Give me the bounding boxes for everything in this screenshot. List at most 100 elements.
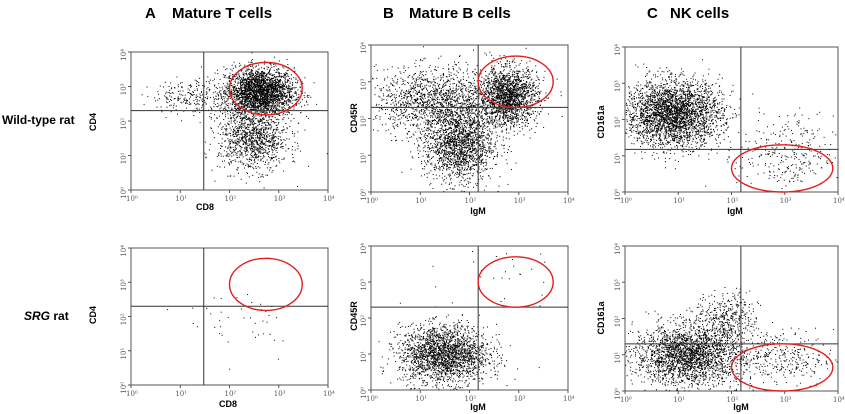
- scatter-point: [205, 153, 207, 155]
- scatter-point: [286, 86, 288, 88]
- scatter-point: [287, 79, 289, 81]
- scatter-point: [273, 106, 275, 108]
- scatter-point: [252, 151, 253, 153]
- scatter-point: [241, 152, 242, 154]
- scatter-point: [245, 138, 247, 140]
- scatter-point: [530, 94, 532, 95]
- scatter-point: [258, 112, 260, 114]
- scatter-point: [294, 99, 296, 101]
- scatter-point: [237, 156, 239, 158]
- scatter-point: [508, 99, 510, 100]
- scatter-point: [252, 109, 254, 110]
- scatter-point: [483, 98, 485, 100]
- scatter-point: [508, 93, 510, 95]
- scatter-point: [501, 100, 503, 102]
- scatter-point: [284, 111, 286, 113]
- scatter-point: [268, 123, 270, 125]
- scatter-point: [537, 93, 539, 95]
- scatter-point: [249, 81, 251, 83]
- scatter-point: [244, 102, 245, 104]
- scatter-point: [213, 106, 215, 108]
- scatter-point: [268, 128, 270, 130]
- scatter-point: [244, 116, 246, 118]
- scatter-point: [274, 92, 275, 94]
- scatter-point: [254, 162, 256, 163]
- scatter-point: [291, 97, 293, 99]
- scatter-point: [231, 141, 233, 143]
- scatter-point: [183, 98, 185, 100]
- scatter-point: [282, 76, 284, 78]
- scatter-point: [238, 161, 240, 163]
- scatter-point: [260, 119, 261, 120]
- scatter-point: [258, 89, 260, 91]
- scatter-point: [290, 88, 292, 90]
- scatter-point: [252, 166, 254, 168]
- scatter-point: [236, 169, 238, 171]
- scatter-point: [229, 147, 231, 149]
- scatter-point: [520, 104, 522, 105]
- scatter-point: [246, 127, 248, 129]
- scatter-point: [276, 164, 278, 166]
- scatter-point: [223, 66, 225, 68]
- scatter-point: [241, 87, 242, 89]
- scatter-point: [245, 92, 247, 94]
- scatter-point: [287, 90, 289, 92]
- scatter-point: [239, 100, 241, 102]
- scatter-point: [224, 107, 226, 109]
- scatter-point: [491, 122, 493, 124]
- scatter-point: [228, 163, 230, 165]
- scatter-point: [240, 81, 242, 83]
- scatter-point: [287, 74, 289, 76]
- scatter-point: [269, 63, 271, 64]
- scatter-point: [502, 88, 504, 90]
- scatter-point: [289, 78, 291, 79]
- scatter-point: [222, 109, 224, 111]
- scatter-point: [271, 126, 273, 128]
- scatter-point: [254, 140, 256, 142]
- scatter-point: [242, 77, 244, 79]
- scatter-point: [165, 91, 167, 93]
- scatter-point: [225, 133, 227, 135]
- scatter-point: [523, 87, 525, 89]
- scatter-point: [251, 66, 253, 68]
- scatter-point: [539, 93, 541, 95]
- scatter-point: [513, 130, 515, 132]
- scatter-point: [276, 96, 278, 97]
- scatter-point: [282, 87, 283, 89]
- scatter-point: [277, 113, 279, 115]
- scatter-point: [241, 100, 242, 102]
- scatter-point: [240, 70, 242, 72]
- scatter-point: [254, 139, 256, 141]
- scatter-point: [261, 71, 263, 73]
- scatter-point: [253, 131, 255, 133]
- scatter-point: [308, 165, 309, 167]
- scatter-point: [267, 107, 269, 109]
- scatter-point: [230, 111, 231, 113]
- scatter-point: [253, 97, 255, 99]
- scatter-point: [253, 77, 255, 79]
- scatter-point: [250, 93, 252, 95]
- scatter-point: [260, 108, 262, 110]
- scatter-point: [488, 112, 490, 114]
- scatter-point: [247, 103, 249, 105]
- scatter-point: [283, 157, 285, 159]
- scatter-point: [198, 82, 200, 83]
- scatter-point: [259, 101, 261, 103]
- scatter-point: [501, 83, 503, 85]
- scatter-point: [243, 105, 245, 107]
- scatter-point: [262, 112, 263, 114]
- scatter-point: [274, 91, 276, 93]
- scatter-point: [233, 134, 235, 136]
- scatter-point: [223, 76, 225, 78]
- scatter-point: [268, 122, 270, 124]
- scatter-point: [220, 90, 222, 92]
- scatter-point: [280, 140, 282, 141]
- y-tick-label: 10³: [120, 83, 128, 95]
- scatter-point: [499, 85, 501, 87]
- scatter-point: [241, 90, 243, 92]
- scatter-point: [236, 135, 238, 137]
- scatter-point: [493, 82, 495, 84]
- scatter-point: [507, 109, 509, 111]
- scatter-point: [223, 150, 225, 152]
- scatter-point: [231, 112, 233, 114]
